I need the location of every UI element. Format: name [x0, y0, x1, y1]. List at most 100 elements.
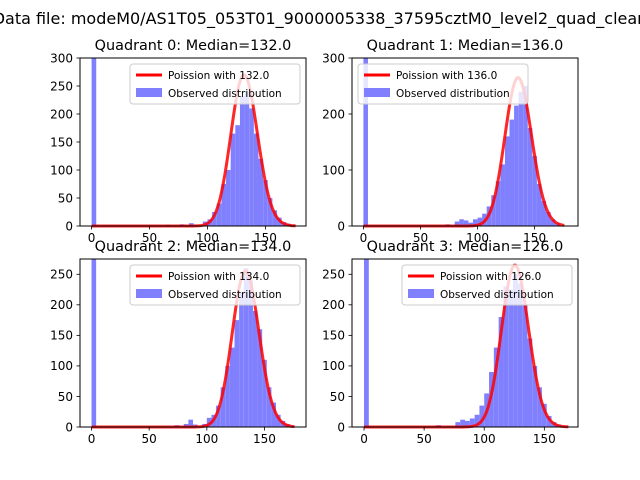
histogram-bar [509, 119, 515, 226]
histogram-bar [220, 387, 226, 427]
histogram-bar [235, 125, 240, 226]
histogram-bar [239, 96, 245, 226]
legend: Poission with 132.0 Observed distribution [129, 63, 301, 105]
histogram-bar [364, 259, 369, 427]
histogram-bar [244, 91, 250, 226]
histogram-bar [522, 304, 528, 427]
x-tick-label: 0 [88, 231, 96, 245]
histogram-bar [188, 419, 193, 427]
y-tick-label: 200 [50, 298, 73, 312]
histogram-bar [514, 105, 519, 226]
figure-suptitle: Data file: modeM0/AS1T05_053T01_90000053… [0, 9, 640, 29]
chart-panel: Quadrant 3: Median=126.0 0 50 100 150 0 50 100 1… [322, 239, 579, 446]
y-tick-label: 0 [65, 420, 73, 434]
panels: Quadrant 0: Median=132.0 0 50 100 150 0 50 100 1… [50, 38, 579, 446]
legend-bar-swatch [136, 289, 162, 298]
y-tick-label: 0 [65, 219, 73, 233]
histogram-bar [477, 217, 483, 226]
x-tick-label: 50 [142, 231, 157, 245]
histogram-bar [517, 283, 523, 427]
histogram-bar [503, 286, 509, 427]
histogram-bar [363, 58, 368, 226]
histogram-bar [459, 219, 464, 226]
legend-box [401, 264, 573, 306]
histogram-bar [472, 219, 478, 226]
y-tick-label: 100 [322, 359, 345, 373]
histogram-bar [495, 181, 501, 226]
chart-title: Quadrant 2: Median=134.0 [95, 239, 292, 255]
histogram-bar [216, 203, 222, 226]
histogram-bar [546, 212, 551, 226]
histogram-bar [263, 180, 268, 226]
histogram-bar [183, 423, 189, 427]
histogram-bar [221, 184, 227, 226]
histogram-bar [226, 170, 231, 226]
histogram-bar [216, 405, 221, 427]
x-tick-label: 100 [196, 231, 219, 245]
histogram-bar [455, 422, 461, 427]
legend-bar-swatch [136, 88, 162, 97]
histogram-bar [454, 221, 460, 226]
y-tick-label: 100 [322, 163, 345, 177]
legend-label-observed: Observed distribution [168, 289, 282, 301]
histogram-bar [225, 365, 230, 427]
legend-label-observed: Observed distribution [168, 88, 282, 100]
x-tick-label: 100 [195, 432, 218, 446]
y-tick-label: 50 [330, 390, 345, 404]
y-tick-label: 200 [50, 107, 73, 121]
histogram-bar [527, 128, 533, 226]
legend: Poission with 134.0 Observed distribution [129, 264, 301, 306]
histogram-bar [504, 136, 510, 226]
y-tick-label: 50 [58, 390, 73, 404]
x-tick-label: 150 [253, 432, 276, 446]
x-tick-label: 50 [413, 231, 428, 245]
y-tick-label: 250 [50, 268, 73, 282]
legend-box [357, 63, 529, 105]
histogram-bar [468, 222, 473, 226]
x-tick-label: 50 [142, 432, 157, 446]
y-tick-label: 250 [322, 268, 345, 282]
histogram-bar [493, 347, 499, 427]
axes-frame [79, 258, 307, 428]
histogram-bar [532, 156, 537, 226]
y-tick-label: 150 [50, 135, 73, 149]
chart-title: Quadrant 1: Median=136.0 [367, 38, 564, 54]
legend-label-poisson: Poission with 126.0 [440, 271, 541, 283]
histogram-bar [267, 198, 273, 226]
histogram-bar [262, 359, 267, 427]
histogram-bar [271, 402, 277, 427]
histogram-bar [239, 292, 244, 427]
legend-label-poisson: Poission with 132.0 [168, 70, 269, 82]
y-tick-label: 250 [50, 79, 73, 93]
histogram-bar [469, 418, 475, 427]
histogram-bar [491, 195, 496, 226]
legend-label-poisson: Poission with 136.0 [396, 70, 497, 82]
histogram-bar [252, 310, 258, 427]
y-tick-label: 150 [50, 329, 73, 343]
x-tick-label: 0 [360, 231, 368, 245]
histogram-bar [513, 274, 518, 427]
legend-box [129, 264, 301, 306]
y-tick-label: 100 [50, 359, 73, 373]
histogram-bar [266, 387, 272, 427]
histogram-bar [212, 212, 217, 226]
histogram-bar [532, 365, 538, 427]
y-tick-label: 50 [58, 191, 73, 205]
histogram-bar [500, 164, 505, 226]
x-tick-label: 0 [88, 432, 96, 446]
y-tick-label: 200 [322, 298, 345, 312]
histogram-bar [276, 414, 281, 427]
y-tick-label: 300 [322, 51, 345, 65]
histogram-bar [272, 210, 278, 226]
legend-label-observed: Observed distribution [396, 88, 510, 100]
histogram-bar [541, 403, 547, 427]
histogram-bar [91, 58, 97, 226]
histogram-bar [243, 268, 249, 427]
histogram-bar [230, 133, 236, 226]
x-tick-label: 150 [254, 231, 277, 245]
histogram-bar [550, 219, 556, 226]
histogram-bar [479, 405, 485, 427]
y-tick-label: 150 [322, 329, 345, 343]
histogram-bar [249, 108, 254, 226]
